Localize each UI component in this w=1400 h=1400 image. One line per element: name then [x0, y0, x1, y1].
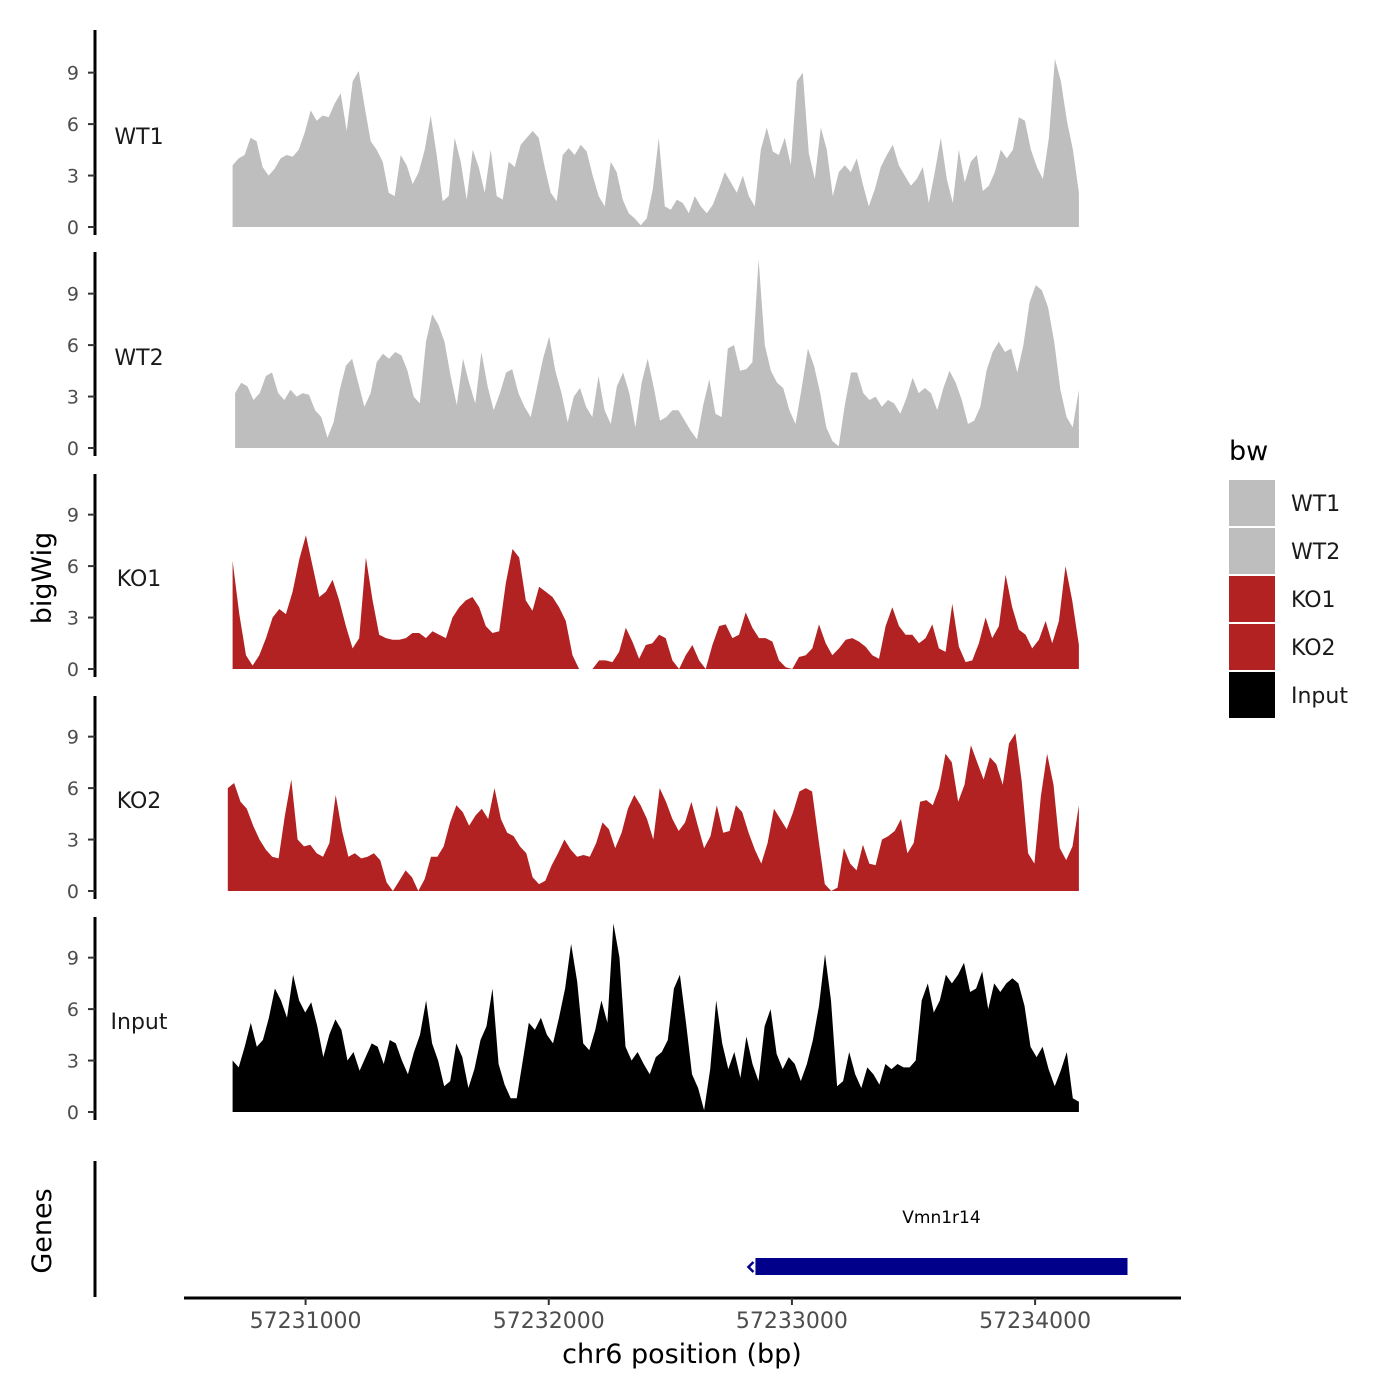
area-input: [232, 923, 1079, 1112]
x-axis-title: chr6 position (bp): [562, 1339, 802, 1370]
y-tick-label: 9: [67, 948, 79, 970]
track-ko1: 0 3 6 9 KO1: [67, 474, 1079, 681]
x-tick-label: 57232000: [493, 1309, 605, 1334]
legend: bw WT1 WT2 KO1 KO2 Input: [1229, 436, 1348, 718]
legend-label-wt1: WT1: [1291, 492, 1340, 517]
gene-body: [755, 1258, 1128, 1275]
y-tick-label: 9: [67, 505, 79, 527]
track-label-ko2: KO2: [117, 789, 162, 814]
y-tick-label: 0: [67, 438, 79, 460]
legend-swatch-input: [1229, 672, 1275, 718]
y-axis-title: bigWig: [27, 532, 58, 625]
area-wt1: [232, 58, 1079, 228]
legend-swatch-wt1: [1229, 480, 1275, 526]
track-label-input: Input: [111, 1010, 168, 1035]
tracks-layer: 0 3 6 9 WT1 0 3 6 9 WT2 0 3 6 9 KO1 0 3 6 9 KO2 0 3 6 9 Input: [67, 30, 1079, 1124]
legend-label-ko1: KO1: [1291, 588, 1336, 613]
area-ko2: [227, 733, 1079, 891]
y-tick-label: 6: [67, 114, 79, 136]
genes-axis-title: Genes: [27, 1188, 58, 1273]
area-ko1: [232, 535, 1079, 669]
y-tick-label: 0: [67, 217, 79, 239]
y-tick-label: 6: [67, 335, 79, 357]
y-tick-label: 3: [67, 1051, 79, 1073]
y-tick-label: 3: [67, 166, 79, 188]
y-tick-label: 3: [67, 830, 79, 852]
x-tick-label: 57234000: [979, 1309, 1091, 1334]
legend-swatch-ko2: [1229, 624, 1275, 670]
track-label-wt2: WT2: [114, 346, 163, 371]
gene-track: Vmn1r14: [93, 1161, 1128, 1297]
track-wt2: 0 3 6 9 WT2: [67, 252, 1079, 460]
track-ko2: 0 3 6 9 KO2: [67, 696, 1079, 903]
y-tick-label: 0: [67, 881, 79, 903]
legend-title: bw: [1229, 436, 1268, 467]
y-tick-label: 0: [67, 659, 79, 681]
track-wt1: 0 3 6 9 WT1: [67, 30, 1079, 239]
legend-swatch-ko1: [1229, 576, 1275, 622]
gene-label: Vmn1r14: [902, 1208, 980, 1228]
y-tick-label: 3: [67, 387, 79, 409]
track-input: 0 3 6 9 Input: [67, 917, 1079, 1124]
y-tick-label: 9: [67, 727, 79, 749]
y-tick-label: 3: [67, 608, 79, 630]
y-tick-label: 0: [67, 1102, 79, 1124]
legend-label-wt2: WT2: [1291, 540, 1340, 565]
y-tick-label: 6: [67, 778, 79, 800]
x-tick-label: 57233000: [736, 1309, 848, 1334]
y-tick-label: 9: [67, 63, 79, 85]
area-wt2: [235, 259, 1079, 448]
legend-label-input: Input: [1291, 684, 1348, 709]
x-tick-label: 57231000: [250, 1309, 362, 1334]
y-tick-label: 6: [67, 556, 79, 578]
y-tick-label: 9: [67, 284, 79, 306]
legend-swatch-wt2: [1229, 528, 1275, 574]
track-label-wt1: WT1: [114, 125, 163, 150]
track-label-ko1: KO1: [117, 567, 162, 592]
legend-label-ko2: KO2: [1291, 636, 1336, 661]
y-tick-label: 6: [67, 999, 79, 1021]
x-axis: 57231000 57232000 57233000 57234000: [184, 1296, 1181, 1334]
gene-strand-arrow: [746, 1261, 755, 1273]
